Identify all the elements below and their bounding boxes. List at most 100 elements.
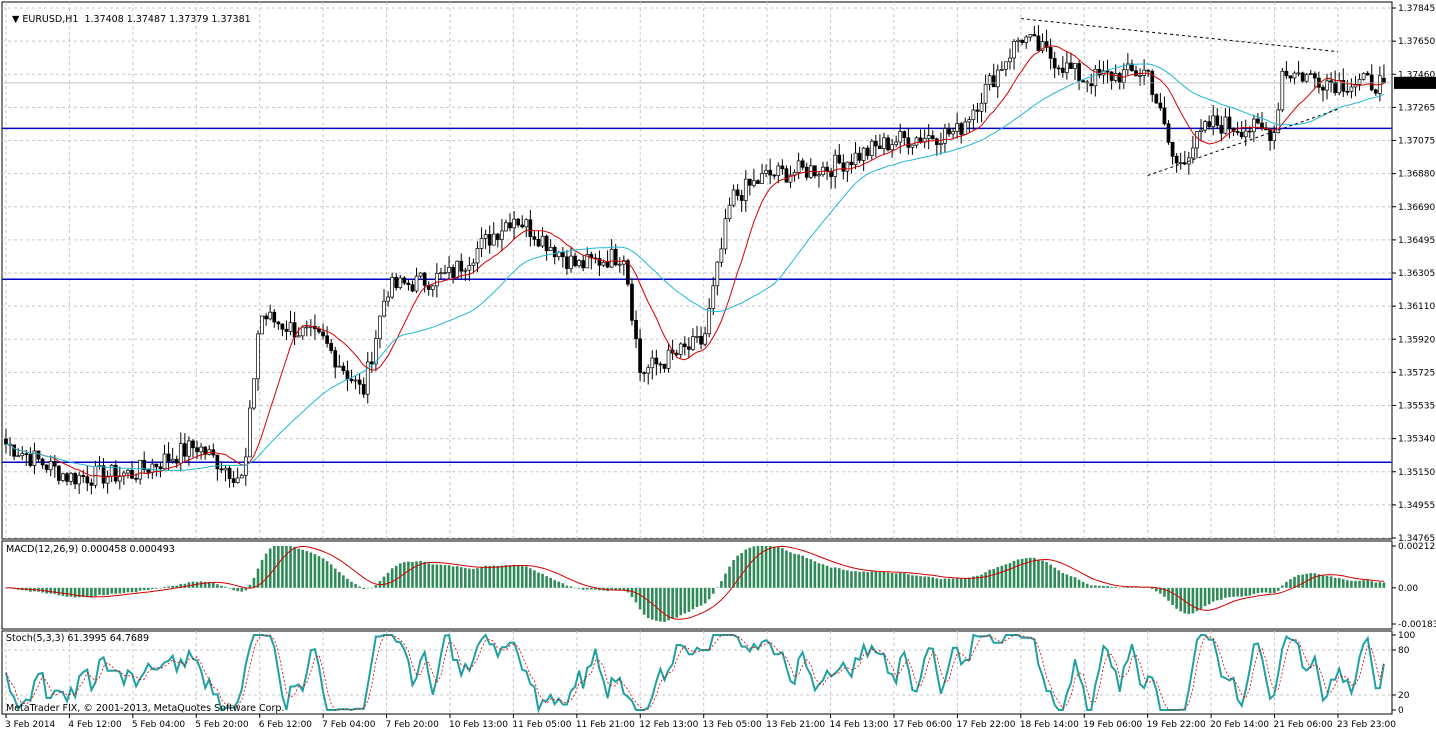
candle-body [56,465,61,481]
candle-body [1292,72,1297,79]
macd-bar [472,568,475,588]
candle-body [1036,35,1041,51]
macd-bar [594,587,597,590]
y-tick-label: 1.36305 [1398,269,1435,279]
macd-bar [451,566,455,588]
candle-body [898,131,903,143]
candle-body [227,467,232,480]
macd-bar [577,587,581,589]
macd-bar [411,562,414,588]
y-tick-label: 1.35150 [1398,468,1435,478]
macd-bar [947,578,951,588]
candle-body [418,272,423,277]
macd-y-tick-label: 0.00 [1398,584,1418,594]
candle-body [36,450,41,460]
macd-bar [301,549,305,588]
macd-bar [1081,581,1085,588]
candle-body [731,189,736,206]
macd-bar [342,575,345,588]
stoch-y-tick-label: 80 [1398,646,1410,656]
candle-body [333,350,338,368]
macd-bar [992,568,996,588]
candle-body [1073,63,1077,69]
candle-body [459,260,464,272]
candle-body [178,443,183,464]
macd-bar [175,585,179,588]
macd-bar [1118,587,1122,589]
macd-bar [1321,575,1325,588]
candle-body [508,222,512,229]
macd-bar [1061,573,1065,588]
macd-bar [768,546,772,588]
candle-body [914,137,919,146]
macd-bar [1000,565,1004,588]
candle-body [439,272,443,275]
ma-slow-line [5,63,1385,472]
dropdown-triangle-icon[interactable]: ▼ [12,14,23,25]
candle-body [61,473,65,481]
y-tick-label: 1.34765 [1398,534,1435,544]
candle-body [479,238,484,249]
macd-bar [752,546,756,588]
macd-bar [549,577,552,588]
macd-bar [419,560,422,588]
candle-body [1349,86,1354,92]
candle-body [857,152,862,161]
macd-bar [837,568,841,588]
macd-bar [1187,587,1191,615]
macd-bar [939,579,943,588]
macd-bar [1236,587,1239,597]
macd-bar [927,576,930,588]
candle-body [414,275,419,292]
macd-bar [61,587,65,596]
candle-body [138,459,142,480]
candle-body [248,407,252,458]
macd-bar [968,577,971,588]
macd-bar [610,587,613,590]
macd-bar [789,552,792,588]
macd-bar [699,587,703,606]
macd-bar [142,587,146,591]
macd-bar [1138,587,1142,588]
candle-body [674,352,679,355]
candle-body [1199,129,1203,132]
macd-y-tick-label: 0.002123 [1398,542,1436,552]
macd-bar [130,587,134,593]
candle-body [1048,47,1053,59]
macd-bar [94,587,97,597]
macd-bar [760,546,764,588]
macd-bar [277,546,280,588]
candle-body [951,131,955,135]
candle-body [727,204,732,220]
x-tick-label: 13 Feb 21:00 [766,720,825,730]
macd-bar [1085,583,1089,588]
candle-body [845,161,850,172]
candle-body [646,367,651,374]
candle-body [410,284,415,292]
macd-bar [362,587,365,590]
macd-bar [976,575,979,588]
candle-body [85,476,90,484]
candle-body [475,248,480,264]
macd-bar [703,587,707,604]
candle-body [1353,83,1358,88]
candle-body [983,84,988,104]
candle-body [800,160,805,168]
candle-body [146,469,151,473]
x-tick-label: 6 Feb 12:00 [259,720,313,730]
macd-bar [793,553,796,588]
candle-body [191,440,195,449]
candle-body [739,195,744,201]
macd-bar [488,566,491,588]
candle-body [841,162,846,172]
candle-body [113,464,118,482]
candle-body [280,323,285,330]
macd-bar [338,572,341,588]
candle-body [1044,41,1049,48]
candle-body [1280,70,1285,111]
macd-bar [443,565,447,588]
candle-body [926,135,931,139]
candle-body [406,282,411,285]
candle-body [1252,118,1256,133]
